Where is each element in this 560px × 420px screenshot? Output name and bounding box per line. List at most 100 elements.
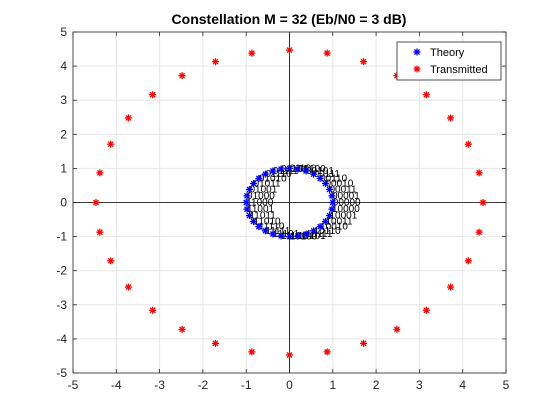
transmitted-point xyxy=(178,325,186,333)
theory-point xyxy=(321,180,329,188)
theory-point-label: 00000 xyxy=(333,198,361,209)
theory-point xyxy=(242,199,250,206)
theory-point xyxy=(294,232,302,240)
theory-point-label: 00100 xyxy=(298,164,326,175)
transmitted-point xyxy=(248,49,256,57)
x-tick-label: -4 xyxy=(111,378,122,392)
y-tick-label: 1 xyxy=(60,161,67,175)
theory-point xyxy=(328,205,336,213)
transmitted-point xyxy=(323,49,331,57)
theory-point xyxy=(250,217,258,225)
transmitted-point xyxy=(323,348,331,356)
theory-point xyxy=(245,212,253,220)
transmitted-point xyxy=(447,114,455,122)
theory-point-label: 10001 xyxy=(330,211,358,222)
theory-point xyxy=(326,185,334,193)
theory-point-label: 01001 xyxy=(249,184,277,195)
legend-box xyxy=(396,41,502,81)
transmitted-point xyxy=(475,228,483,236)
theory-point-label: 11100 xyxy=(281,231,308,242)
x-tick-label: 4 xyxy=(459,378,466,392)
transmitted-point xyxy=(479,199,487,206)
transmitted-point xyxy=(124,283,132,291)
theory-point xyxy=(261,227,269,235)
theory-point-label: 11111 xyxy=(265,226,290,237)
point-labels: 0000000001000110001000110001110010100100… xyxy=(246,163,361,242)
theory-point xyxy=(250,180,258,188)
y-tick-label: -2 xyxy=(56,264,67,278)
theory-point xyxy=(302,167,310,175)
theory-point-label: 10011 xyxy=(325,216,353,227)
legend: Theory Transmitted xyxy=(396,41,502,81)
transmitted-point xyxy=(360,58,368,66)
transmitted-point xyxy=(92,199,100,206)
theory-point xyxy=(294,165,302,173)
theory-point xyxy=(286,233,293,241)
x-tick-label: 3 xyxy=(416,378,423,392)
theory-point-label: 11110 xyxy=(259,222,285,233)
x-tick-label: 1 xyxy=(329,378,336,392)
x-tick-label: -5 xyxy=(68,378,79,392)
x-tick-label: -1 xyxy=(241,378,252,392)
theory-point xyxy=(310,227,318,235)
theory-point-label: 01011 xyxy=(254,179,282,190)
theory-point xyxy=(243,205,251,213)
theory-point xyxy=(302,230,310,238)
y-tick-label: 0 xyxy=(60,196,67,210)
theory-point-label: 00111 xyxy=(314,169,341,180)
transmitted-point xyxy=(211,339,219,347)
y-tick-label: -3 xyxy=(56,298,67,312)
theory-point-label: 00101 xyxy=(306,166,334,177)
x-tick-label: -2 xyxy=(198,378,209,392)
transmitted-point xyxy=(464,140,472,148)
theory-point-label: 11000 xyxy=(246,198,274,209)
transmitted-point xyxy=(149,306,157,314)
theory-point xyxy=(269,167,277,175)
y-tick-label: -1 xyxy=(56,230,67,244)
theory-point-label: 10000 xyxy=(332,204,360,215)
theory-point-label: 10010 xyxy=(320,222,348,233)
theory-point-label: 11001 xyxy=(247,204,275,215)
theory-point xyxy=(321,217,329,225)
theory-point xyxy=(261,170,269,178)
theory-point-label: 00001 xyxy=(332,191,360,202)
theory-point-label: 10110 xyxy=(314,226,342,237)
theory-point-label: 10101 xyxy=(298,231,326,242)
theory-point xyxy=(329,199,337,206)
theory-point-label: 00010 xyxy=(325,179,353,190)
legend-marker-theory xyxy=(413,48,421,56)
theory-point xyxy=(243,192,251,200)
legend-entry-transmitted: Transmitted xyxy=(430,64,488,76)
transmitted-point xyxy=(149,91,157,99)
x-tick-label: 5 xyxy=(503,378,510,392)
theory-point xyxy=(326,212,334,220)
y-tick-label: 5 xyxy=(60,25,67,39)
transmitted-point xyxy=(360,339,368,347)
transmitted-point xyxy=(107,140,115,148)
transmitted-point xyxy=(124,114,132,122)
transmitted-point xyxy=(447,283,455,291)
transmitted-point xyxy=(248,348,256,356)
y-tick-label: 2 xyxy=(60,127,67,141)
y-tick-label: 3 xyxy=(60,93,67,107)
theory-point-label: 00011 xyxy=(330,184,358,195)
theory-point-label: 10100 xyxy=(290,232,318,243)
chart-title: Constellation M = 32 (Eb/N0 = 3 dB) xyxy=(172,11,407,27)
x-tick-label: 2 xyxy=(373,378,380,392)
y-tick-label: -5 xyxy=(56,366,67,380)
transmitted-point xyxy=(464,257,472,265)
theory-point xyxy=(277,232,285,240)
transmitted-point xyxy=(422,91,430,99)
theory-point-label: 11101 xyxy=(273,229,300,240)
theory-point xyxy=(316,174,324,182)
transmitted-point xyxy=(178,72,186,80)
theory-point xyxy=(310,170,318,178)
theory-point-label: 11011 xyxy=(249,211,276,222)
markers xyxy=(92,46,487,359)
transmitted-point xyxy=(211,58,219,66)
transmitted-point xyxy=(422,306,430,314)
theory-point xyxy=(255,223,263,231)
theory-point-label: 01110 xyxy=(265,169,292,180)
